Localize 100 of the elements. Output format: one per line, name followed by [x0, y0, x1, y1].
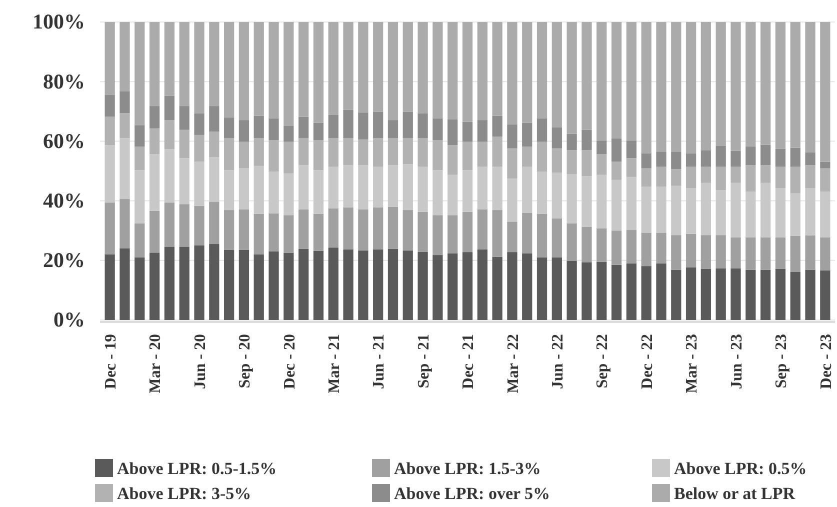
bar	[373, 249, 384, 320]
bar	[477, 142, 488, 167]
bar	[194, 113, 204, 135]
bar	[462, 142, 473, 170]
bar	[805, 188, 816, 236]
bar	[641, 232, 652, 266]
x-tick-label: Mar - 22	[504, 334, 522, 394]
bar	[671, 235, 682, 270]
bar	[656, 166, 666, 187]
bar	[671, 186, 682, 236]
bar	[477, 166, 488, 210]
x-tick-label: Dec - 21	[460, 334, 478, 390]
bar	[104, 202, 115, 254]
bar	[388, 22, 398, 120]
bar	[492, 116, 502, 137]
bar	[596, 228, 607, 262]
bar	[686, 188, 696, 234]
bar	[388, 248, 398, 320]
bar	[730, 182, 741, 238]
bar	[358, 112, 368, 140]
bar	[298, 116, 309, 138]
bar	[104, 254, 115, 320]
bar	[134, 146, 145, 170]
bar	[388, 138, 398, 166]
bar	[760, 165, 771, 183]
bar	[194, 22, 204, 114]
bar	[194, 206, 204, 246]
bar	[522, 122, 532, 147]
bar	[298, 209, 309, 249]
bar	[641, 168, 652, 187]
bar	[760, 270, 771, 320]
bar	[448, 145, 458, 175]
bar	[284, 126, 294, 142]
bar	[254, 166, 264, 214]
bar	[596, 262, 607, 320]
bar	[194, 134, 204, 162]
x-tick-label: Jun - 21	[370, 334, 388, 390]
bar	[671, 152, 682, 170]
bar	[805, 165, 816, 188]
bar	[492, 166, 502, 210]
bar	[238, 120, 250, 142]
bar	[298, 138, 309, 166]
bar	[641, 22, 652, 154]
bar	[700, 166, 712, 183]
bar	[716, 190, 726, 236]
bar	[373, 166, 384, 208]
bar	[238, 250, 250, 320]
bar	[656, 232, 666, 264]
bar	[328, 138, 338, 167]
bar	[402, 22, 413, 112]
bar	[134, 257, 145, 320]
bar	[522, 253, 532, 320]
bar	[254, 214, 264, 254]
bar	[746, 165, 756, 192]
bar	[149, 252, 160, 320]
bar	[298, 165, 309, 210]
bar	[686, 153, 696, 167]
bar	[268, 172, 279, 214]
bar	[596, 22, 607, 141]
bar	[716, 166, 726, 190]
bar	[149, 210, 160, 253]
bar	[492, 210, 502, 257]
bar	[746, 237, 756, 270]
bar	[104, 95, 115, 117]
bar	[760, 237, 771, 270]
bar	[313, 140, 324, 170]
bar	[730, 22, 741, 151]
x-tick-label: Dec - 20	[281, 334, 298, 390]
bar	[477, 249, 488, 320]
bar	[120, 138, 130, 200]
bar	[626, 22, 636, 141]
legend-label: Below or at LPR	[674, 484, 796, 503]
bar	[611, 138, 622, 162]
bar	[224, 250, 234, 320]
bar	[462, 212, 473, 252]
bar	[313, 22, 324, 123]
bar	[120, 22, 130, 92]
bar	[284, 142, 294, 174]
bar	[358, 165, 368, 210]
bar	[298, 248, 309, 320]
bar	[358, 209, 368, 251]
bar	[313, 170, 324, 214]
bar	[104, 116, 115, 146]
bar	[730, 237, 741, 268]
bar	[552, 257, 562, 320]
bar	[418, 22, 428, 114]
bar	[402, 164, 413, 210]
bar	[536, 22, 548, 118]
bar	[566, 150, 577, 174]
bar	[448, 215, 458, 254]
bar	[284, 215, 294, 253]
bar	[149, 22, 160, 106]
bar	[492, 22, 502, 116]
bar	[179, 204, 190, 247]
bar	[268, 118, 279, 140]
bar	[746, 192, 756, 238]
bar	[358, 22, 368, 113]
bar	[164, 149, 175, 203]
bar	[477, 209, 488, 250]
bar	[582, 130, 592, 150]
